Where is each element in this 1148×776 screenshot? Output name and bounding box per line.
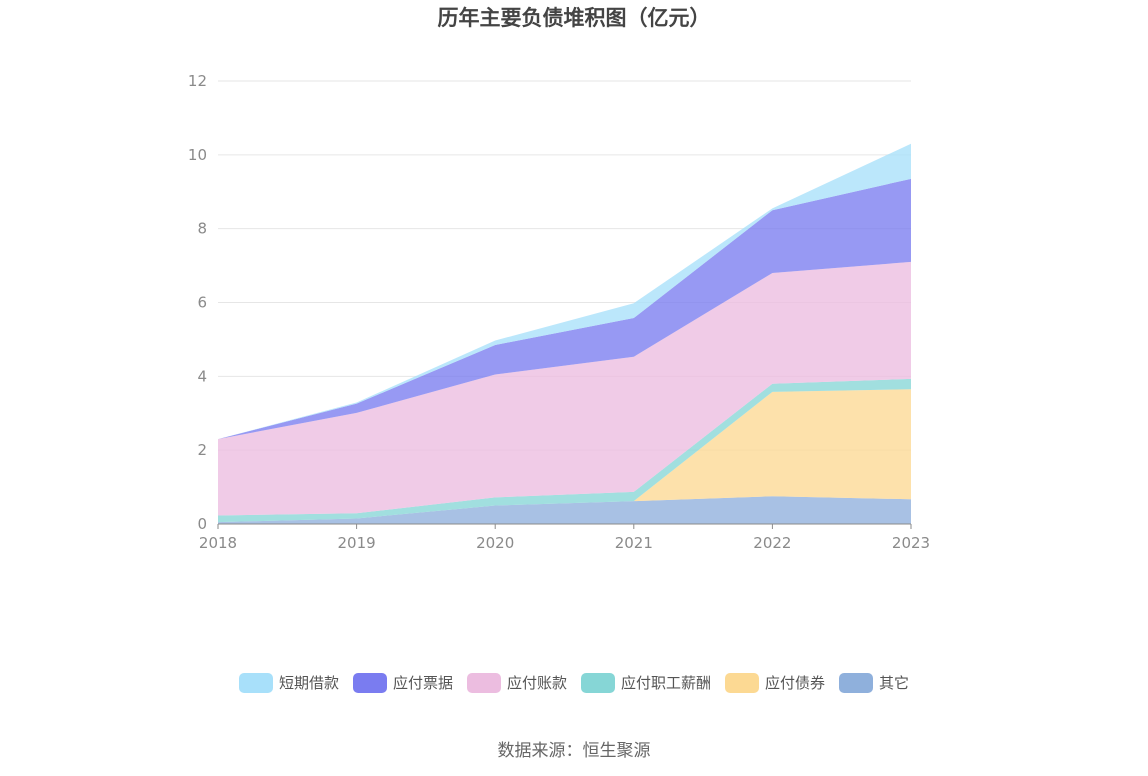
legend-label: 短期借款 xyxy=(278,674,339,692)
legend-swatch xyxy=(352,672,387,693)
legend-item[interactable]: 短期借款 xyxy=(238,672,339,693)
legend-swatch xyxy=(466,672,501,693)
legend-swatch xyxy=(238,672,273,693)
source-note: 数据来源：恒生聚源 xyxy=(497,741,651,761)
series-area-1 xyxy=(218,389,911,523)
legend-label: 应付票据 xyxy=(392,674,453,692)
legend-item[interactable]: 应付票据 xyxy=(352,672,453,693)
legend-label: 应付职工薪酬 xyxy=(621,674,712,692)
y-tick-label: 2 xyxy=(197,441,207,459)
legend-label: 应付债券 xyxy=(765,674,826,692)
y-tick-label: 12 xyxy=(188,72,207,90)
y-tick-label: 4 xyxy=(197,367,207,385)
x-tick-label: 2020 xyxy=(476,534,514,552)
y-tick-label: 10 xyxy=(188,146,207,164)
series-area-0 xyxy=(218,496,911,524)
legend-item[interactable]: 应付债券 xyxy=(725,672,825,693)
legend-label: 应付账款 xyxy=(506,674,567,692)
legend: 短期借款 应付票据 应付账款 应付职工薪酬 应付债券 其它 xyxy=(0,672,1148,693)
x-tick-label: 2019 xyxy=(338,534,376,552)
legend-swatch xyxy=(839,672,874,693)
legend-label: 其它 xyxy=(879,674,910,692)
x-tick-label: 2018 xyxy=(199,534,237,552)
legend-item[interactable]: 其它 xyxy=(839,672,909,693)
series-area-3 xyxy=(218,261,911,516)
x-tick-label: 2021 xyxy=(615,534,653,552)
legend-swatch xyxy=(581,672,615,693)
axis-layer: 0 2 4 6 8 10 12 2018 2019 2020 2021 2022 2023 xyxy=(188,72,930,552)
series-area-4 xyxy=(218,178,911,440)
series-area-layer xyxy=(218,143,911,524)
y-tick-label: 0 xyxy=(197,515,207,533)
series-area-2 xyxy=(218,378,911,523)
x-tick-label: 2022 xyxy=(753,534,791,552)
legend-item[interactable]: 应付职工薪酬 xyxy=(581,672,711,693)
x-tick-label: 2023 xyxy=(892,534,930,552)
chart-area: 0 2 4 6 8 10 12 2018 2019 2020 2021 2022 2023 xyxy=(188,72,930,552)
y-tick-label: 6 xyxy=(197,294,207,312)
chart-title: 历年主要负债堆积图（亿元） xyxy=(437,6,711,30)
legend-item[interactable]: 应付账款 xyxy=(466,672,567,693)
legend-swatch xyxy=(725,672,760,693)
y-tick-label: 8 xyxy=(197,220,207,238)
